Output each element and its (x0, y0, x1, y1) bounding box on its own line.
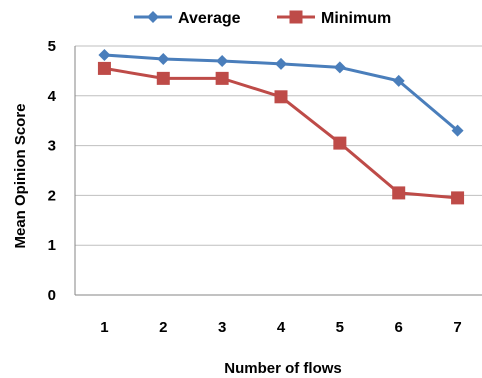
y-tick-label: 4 (48, 88, 57, 105)
legend: Average Minimum (134, 10, 391, 27)
x-tick-label: 6 (395, 319, 403, 336)
x-tick-label: 5 (336, 319, 344, 336)
data-point (215, 71, 229, 85)
legend-item-average: Average (134, 10, 241, 27)
legend-label: Minimum (321, 10, 391, 27)
data-series (97, 48, 465, 205)
data-point (97, 61, 111, 75)
legend-swatch-marker (289, 10, 303, 24)
data-point (333, 61, 346, 74)
x-tick-labels: 1 2 3 4 5 6 7 (100, 319, 461, 336)
data-point (274, 90, 288, 104)
data-point (98, 48, 111, 61)
y-tick-label: 1 (48, 237, 56, 254)
y-tick-label: 5 (48, 38, 56, 55)
x-tick-label: 3 (218, 319, 226, 336)
x-tick-label: 2 (159, 319, 167, 336)
data-point (156, 71, 170, 85)
y-tick-label: 3 (48, 138, 56, 155)
data-point (451, 191, 465, 205)
series-average (98, 48, 464, 137)
legend-swatch-marker (147, 11, 159, 23)
y-tick-label: 0 (48, 287, 56, 304)
data-point (451, 124, 464, 137)
legend-item-minimum: Minimum (277, 10, 391, 27)
data-point (275, 57, 287, 70)
x-tick-label: 7 (453, 319, 461, 336)
data-point (157, 52, 170, 65)
y-axis-title: Mean Opinion Score (12, 103, 29, 248)
x-tick-label: 4 (277, 319, 286, 336)
data-point (392, 186, 406, 200)
data-point (333, 136, 347, 150)
legend-label: Average (178, 10, 241, 27)
series-line (104, 66, 458, 200)
y-tick-labels: 0 1 2 3 4 5 (48, 38, 57, 304)
data-point (216, 54, 229, 67)
series-minimum (97, 61, 465, 205)
axes (74, 46, 482, 296)
gridlines (75, 45, 482, 246)
x-tick-label: 1 (100, 319, 108, 336)
data-point (392, 74, 405, 87)
x-axis-title: Number of flows (224, 360, 342, 377)
y-tick-label: 2 (48, 187, 56, 204)
